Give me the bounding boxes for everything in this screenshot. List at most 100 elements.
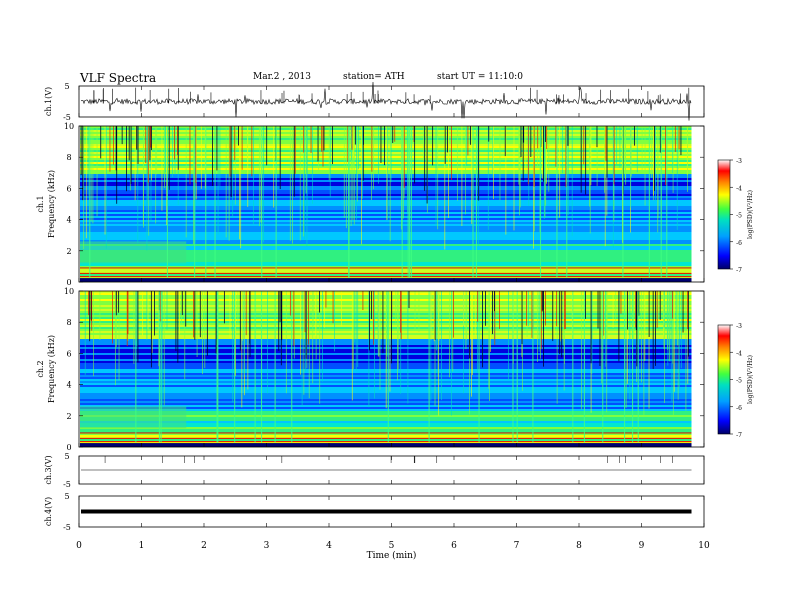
spectrogram-row: [80, 299, 692, 302]
spectrogram-row: [80, 174, 692, 177]
spectrogram-row: [80, 194, 692, 197]
spectrogram-row: [80, 166, 692, 169]
ytick-label: 8: [66, 153, 71, 162]
xtick-label: 0: [76, 541, 82, 551]
spectrogram-row: [80, 168, 692, 171]
spectrogram-row: [80, 140, 692, 143]
spectrogram-row: [80, 315, 692, 318]
spectrogram-row: [80, 409, 692, 412]
spectrogram-row: [80, 198, 692, 201]
spectrogram-row: [80, 244, 692, 247]
spectrogram-row: [80, 176, 692, 179]
spectrogram-row: [80, 305, 692, 308]
ylabel-channel: ch.1: [36, 195, 45, 212]
waveform-line: [80, 81, 692, 121]
spectrogram-row: [80, 377, 692, 380]
spectrogram-row: [80, 359, 692, 362]
spectrogram-band: [80, 241, 187, 264]
spectrogram-row: [80, 224, 692, 227]
spectrogram-row: [80, 375, 692, 378]
spectrogram-row: [80, 339, 692, 342]
spectrogram-row: [80, 429, 692, 432]
xtick-label: 7: [514, 541, 520, 551]
colorbar-tick-label: -4: [736, 185, 742, 192]
spectrogram-row: [80, 180, 692, 183]
spectrogram-row: [80, 379, 692, 382]
spectrogram-row: [80, 373, 692, 376]
spectrogram-row: [80, 196, 692, 199]
spectrogram-row: [80, 321, 692, 324]
spectrogram-row: [80, 303, 692, 306]
spectrogram-row: [80, 152, 692, 155]
spectrogram-row: [80, 353, 692, 356]
spectrogram-row: [80, 242, 692, 245]
station-label: station= ATH: [343, 72, 405, 82]
spectrogram-row: [80, 234, 692, 237]
spectrogram-row: [80, 387, 692, 390]
xtick-label: 4: [326, 541, 332, 551]
colorbar: [717, 324, 731, 435]
spectrogram-row: [80, 391, 692, 394]
spectrogram-row: [80, 331, 692, 334]
spectrogram-row: [80, 413, 692, 416]
ytick-label: 2: [66, 247, 71, 256]
spectrogram-row: [80, 214, 692, 217]
ylabel: Frequency (kHz): [47, 170, 56, 238]
ytick-label: 5: [64, 452, 69, 461]
spectrogram-row: [80, 393, 692, 396]
spectrogram-row: [80, 268, 692, 271]
spectrogram-row: [80, 226, 692, 229]
spectrogram-row: [80, 216, 692, 219]
colorbar-tick-label: -3: [736, 323, 742, 330]
xtick-label: 3: [264, 541, 270, 551]
spectrogram-row: [80, 381, 692, 384]
spectrogram-row: [80, 188, 692, 191]
spectrogram-row: [80, 431, 692, 434]
spectrogram-row: [80, 363, 692, 366]
spectrogram-row: [80, 246, 692, 249]
spectrogram-row: [80, 264, 692, 267]
spectrogram-row: [80, 256, 692, 259]
spectrogram-row: [80, 419, 692, 422]
spectrogram-row: [80, 208, 692, 211]
spectrogram-row: [80, 307, 692, 310]
figure-title: VLF Spectra: [80, 71, 157, 85]
ytick-label: 0: [66, 278, 71, 287]
spectrogram-row: [80, 309, 692, 312]
spectrogram-row: [80, 192, 692, 195]
waveform-line: [81, 509, 692, 514]
spectrogram-row: [80, 295, 692, 298]
spectrogram-row: [80, 343, 692, 346]
spectrogram-row: [80, 202, 692, 205]
colorbar-tick-label: -5: [736, 213, 742, 220]
colorbar-tick-label: -4: [736, 350, 742, 357]
spectrogram-row: [80, 232, 692, 235]
colorbar-tick-label: -5: [736, 378, 742, 385]
spectrogram-row: [80, 333, 692, 336]
spectrogram-row: [80, 204, 692, 207]
spectrogram-row: [80, 158, 692, 161]
spectrogram-row: [80, 210, 692, 213]
spectrogram-row: [80, 403, 692, 406]
ytick-label: 2: [66, 412, 71, 421]
spectrogram-row: [80, 130, 692, 133]
spectrogram-row: [80, 266, 692, 269]
spectrogram-row: [80, 399, 692, 402]
spectrogram-row: [80, 317, 692, 320]
colorbar-tick-label: -6: [736, 240, 742, 247]
spectrogram-row: [80, 258, 692, 261]
spectrogram-row: [80, 186, 692, 189]
ytick-label: 10: [64, 122, 74, 131]
colorbar-tick-label: -7: [736, 267, 742, 274]
spectrogram-row: [80, 150, 692, 153]
spectrogram-row: [80, 351, 692, 354]
spectrogram-row: [80, 162, 692, 165]
spectrogram-row: [80, 311, 692, 314]
spectrogram-band: [80, 406, 187, 429]
spectrogram-row: [80, 371, 692, 374]
ylabel: ch.3(V): [44, 455, 53, 484]
ytick-label: 6: [66, 184, 71, 193]
ylabel: ch.4(V): [44, 497, 53, 526]
spectrogram-row: [80, 347, 692, 350]
